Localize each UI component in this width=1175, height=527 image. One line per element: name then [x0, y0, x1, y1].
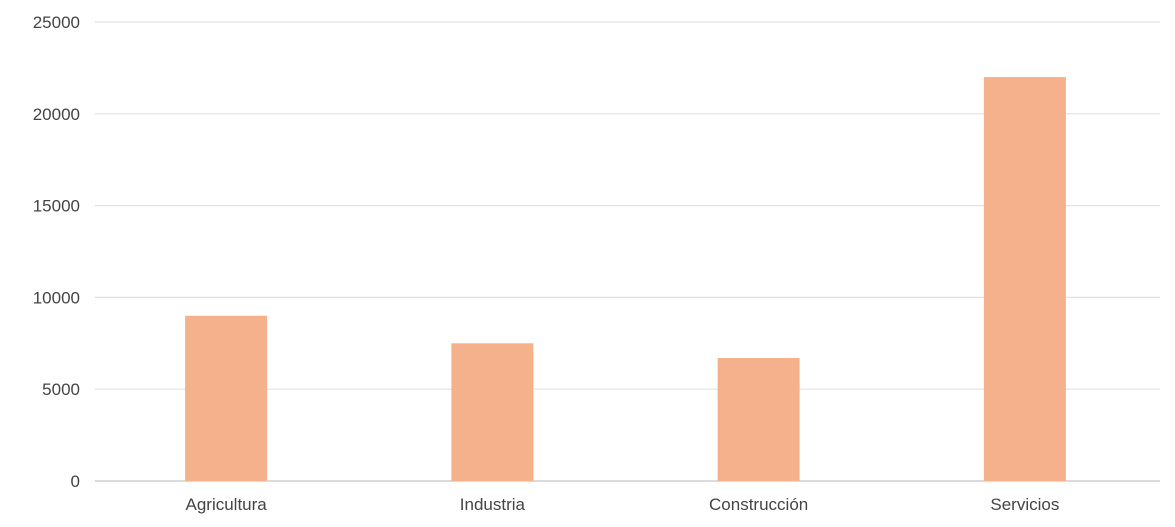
bars [185, 77, 1066, 481]
y-tick-label: 5000 [42, 380, 80, 399]
bar-servicios [983, 77, 1066, 481]
y-axis-ticks: 0 5000 10000 15000 20000 25000 [33, 13, 80, 491]
bar-agricultura [185, 315, 268, 481]
bar-industria [451, 343, 534, 481]
x-axis-ticks: Agricultura Industria Construcción Servicio… [185, 495, 1059, 514]
x-tick-label: Industria [460, 495, 526, 514]
gridlines [95, 21, 1160, 482]
x-tick-label: Agricultura [185, 495, 267, 514]
y-tick-label: 25000 [33, 13, 80, 32]
x-tick-label: Servicios [990, 495, 1059, 514]
x-tick-label: Construcción [709, 495, 808, 514]
y-tick-label: 20000 [33, 105, 80, 124]
y-tick-label: 0 [71, 472, 80, 491]
y-tick-label: 10000 [33, 288, 80, 307]
y-tick-label: 15000 [33, 197, 80, 216]
bar-construccion [717, 357, 800, 481]
